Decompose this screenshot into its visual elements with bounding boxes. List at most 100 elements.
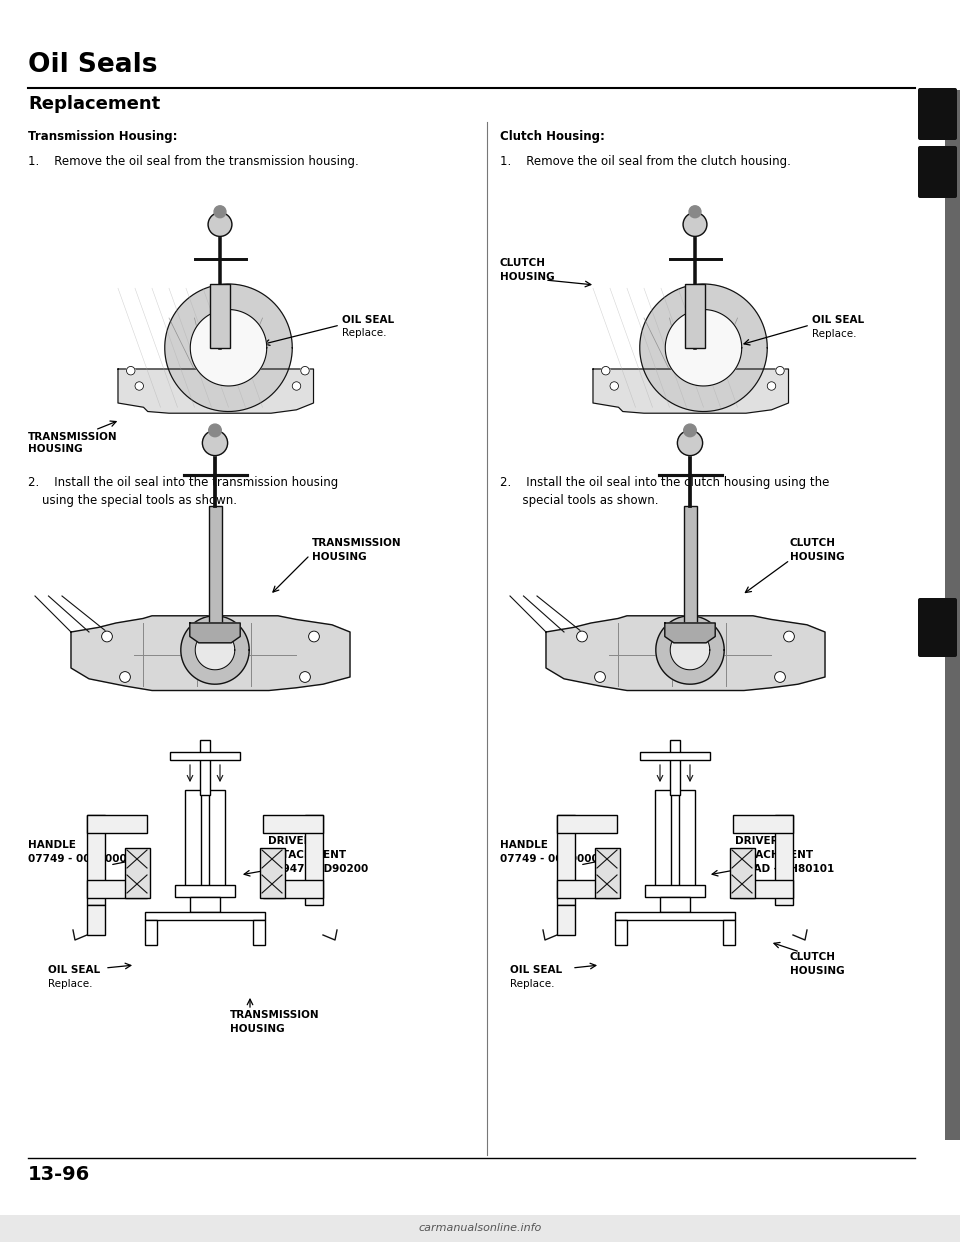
Bar xyxy=(200,740,210,795)
Bar xyxy=(210,284,230,348)
Text: 07947 - SD90200: 07947 - SD90200 xyxy=(268,864,369,874)
Text: ATTACHMENT: ATTACHMENT xyxy=(735,850,814,859)
Polygon shape xyxy=(118,369,314,414)
Circle shape xyxy=(767,381,776,390)
Text: HOUSING: HOUSING xyxy=(790,551,845,561)
Text: Replace.: Replace. xyxy=(342,328,387,338)
Circle shape xyxy=(300,366,309,375)
Text: carmanualsonline.info: carmanualsonline.info xyxy=(419,1223,541,1233)
Bar xyxy=(87,815,105,905)
Bar xyxy=(185,790,201,891)
Polygon shape xyxy=(593,369,788,414)
Bar xyxy=(660,897,690,912)
Text: CLUTCH: CLUTCH xyxy=(500,258,546,268)
Bar xyxy=(170,751,240,760)
Bar xyxy=(945,89,960,1140)
Text: Replacement: Replacement xyxy=(28,94,160,113)
Text: HANDLE: HANDLE xyxy=(28,840,76,850)
Polygon shape xyxy=(546,616,825,691)
Polygon shape xyxy=(665,309,742,386)
Circle shape xyxy=(292,381,300,390)
Bar xyxy=(730,848,755,898)
Bar xyxy=(733,815,793,833)
Text: Replace.: Replace. xyxy=(48,979,92,989)
Bar xyxy=(190,897,220,912)
Bar xyxy=(263,881,323,898)
Text: 2.    Install the oil seal into the transmission housing: 2. Install the oil seal into the transmi… xyxy=(28,476,338,489)
Bar xyxy=(733,881,793,898)
Text: 13-96: 13-96 xyxy=(28,1165,90,1184)
Bar xyxy=(145,920,157,945)
Bar xyxy=(615,912,735,920)
Circle shape xyxy=(208,424,222,437)
Circle shape xyxy=(127,366,135,375)
Polygon shape xyxy=(180,616,250,684)
Text: special tools as shown.: special tools as shown. xyxy=(500,494,659,507)
Text: TRANSMISSION: TRANSMISSION xyxy=(312,538,401,548)
Circle shape xyxy=(120,672,131,682)
Bar xyxy=(670,740,680,795)
Text: using the special tools as shown.: using the special tools as shown. xyxy=(42,494,237,507)
Text: TRANSMISSION: TRANSMISSION xyxy=(230,1010,320,1020)
Bar xyxy=(557,815,617,833)
Bar xyxy=(87,815,147,833)
Bar xyxy=(655,790,671,891)
Text: 07749 - 0010000: 07749 - 0010000 xyxy=(28,854,127,864)
Circle shape xyxy=(300,672,310,682)
Text: 07JAD - PH80101: 07JAD - PH80101 xyxy=(735,864,834,874)
Circle shape xyxy=(684,212,707,236)
Bar xyxy=(87,881,147,898)
Bar xyxy=(645,886,705,897)
FancyBboxPatch shape xyxy=(918,597,957,657)
Text: HANDLE: HANDLE xyxy=(500,840,548,850)
Polygon shape xyxy=(656,616,724,684)
Bar xyxy=(723,920,735,945)
Circle shape xyxy=(214,206,226,217)
Polygon shape xyxy=(190,623,240,643)
Circle shape xyxy=(602,366,610,375)
Bar xyxy=(684,505,697,623)
Bar xyxy=(557,815,575,905)
Text: Oil Seals: Oil Seals xyxy=(28,52,157,78)
Bar xyxy=(775,815,793,905)
Text: Replace.: Replace. xyxy=(510,979,555,989)
Text: OIL SEAL: OIL SEAL xyxy=(510,965,563,975)
Circle shape xyxy=(775,672,785,682)
Bar xyxy=(557,881,617,898)
Circle shape xyxy=(135,381,143,390)
Text: 07749 - 0010000: 07749 - 0010000 xyxy=(500,854,599,864)
FancyBboxPatch shape xyxy=(918,88,957,140)
Circle shape xyxy=(594,672,606,682)
Polygon shape xyxy=(165,284,292,411)
Bar xyxy=(0,1215,960,1242)
Bar xyxy=(557,905,575,935)
Circle shape xyxy=(684,424,696,437)
Text: Clutch Housing:: Clutch Housing: xyxy=(500,130,605,143)
Polygon shape xyxy=(670,630,709,669)
Text: HOUSING: HOUSING xyxy=(500,272,555,282)
Bar xyxy=(595,848,620,898)
Polygon shape xyxy=(639,284,767,411)
Text: CLUTCH: CLUTCH xyxy=(790,538,836,548)
Bar xyxy=(87,905,105,935)
Circle shape xyxy=(689,206,701,217)
Bar xyxy=(305,815,323,905)
Circle shape xyxy=(308,631,320,642)
Circle shape xyxy=(678,431,703,456)
Circle shape xyxy=(203,431,228,456)
Text: OIL SEAL: OIL SEAL xyxy=(342,315,395,325)
Bar xyxy=(260,848,285,898)
Bar xyxy=(145,912,265,920)
Circle shape xyxy=(776,366,784,375)
Polygon shape xyxy=(71,616,350,691)
Polygon shape xyxy=(195,630,235,669)
Bar xyxy=(640,751,710,760)
Text: DRIVER: DRIVER xyxy=(735,836,779,846)
Circle shape xyxy=(610,381,618,390)
FancyBboxPatch shape xyxy=(918,147,957,197)
Bar xyxy=(209,505,222,623)
Text: OIL SEAL: OIL SEAL xyxy=(48,965,100,975)
Bar xyxy=(684,284,706,348)
Text: 2.    Install the oil seal into the clutch housing using the: 2. Install the oil seal into the clutch … xyxy=(500,476,829,489)
Bar xyxy=(615,920,627,945)
